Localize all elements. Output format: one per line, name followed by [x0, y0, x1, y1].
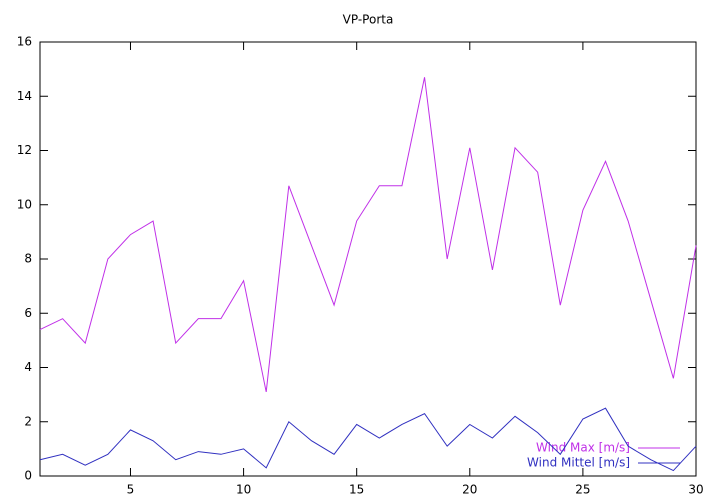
- y-tick-label: 6: [24, 306, 32, 320]
- y-tick-label: 8: [24, 252, 32, 266]
- y-tick-label: 0: [24, 469, 32, 483]
- x-tick-label: 25: [575, 483, 590, 497]
- x-tick-label: 15: [349, 483, 364, 497]
- legend-label: Wind Mittel [m/s]: [527, 456, 630, 470]
- legend-label: Wind Max [m/s]: [536, 441, 630, 455]
- y-tick-label: 14: [17, 89, 32, 103]
- y-tick-label: 2: [24, 414, 32, 428]
- plot-frame: [39, 41, 697, 477]
- x-tick-label: 10: [236, 483, 251, 497]
- data-line: [39, 77, 697, 393]
- y-tick-label: 12: [17, 143, 32, 157]
- x-tick-label: 30: [688, 483, 703, 497]
- y-tick-label: 4: [24, 360, 32, 374]
- y-tick-label: 16: [17, 35, 32, 49]
- chart-title: VP-Porta: [343, 13, 394, 27]
- x-tick-label: 20: [462, 483, 477, 497]
- data-line: [39, 407, 697, 472]
- x-tick-label: 5: [127, 483, 135, 497]
- y-tick-label: 10: [17, 197, 32, 211]
